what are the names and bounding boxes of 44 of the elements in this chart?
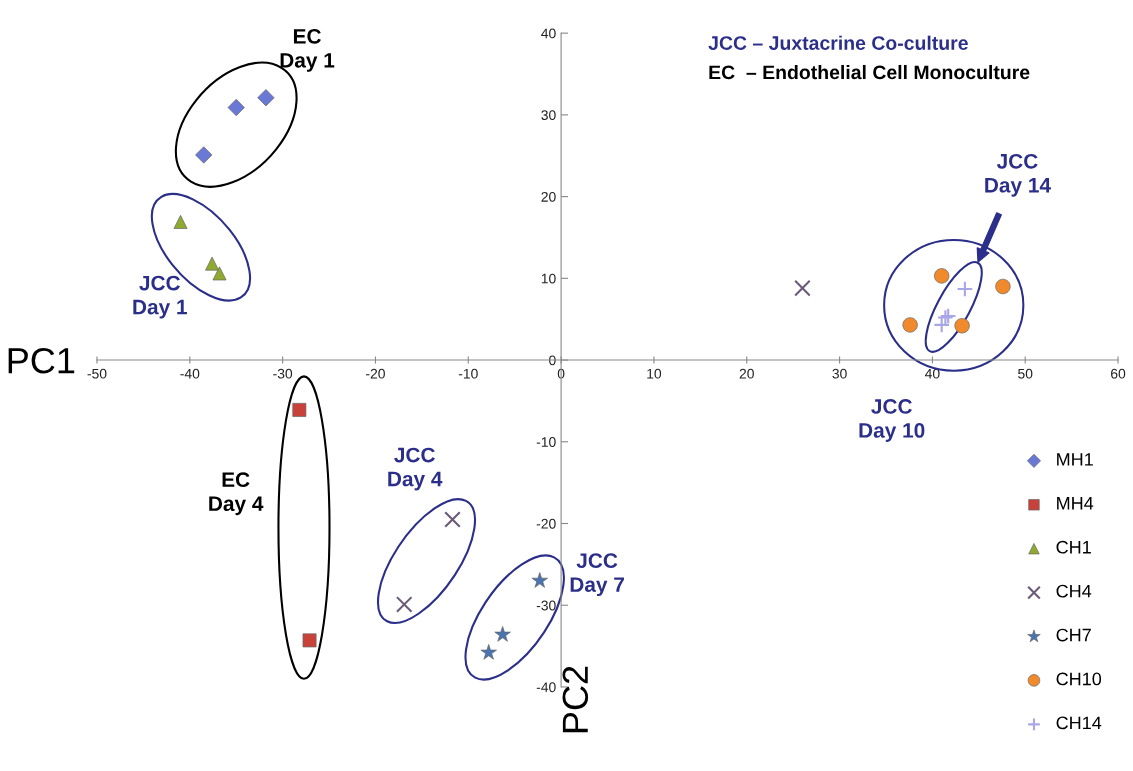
x-tick-label: -30	[273, 368, 293, 379]
legend-label: CH4	[1056, 584, 1092, 598]
y-tick-label: 20	[541, 191, 556, 202]
x-tick-label: -50	[87, 368, 107, 379]
x-tick-label: 60	[1111, 368, 1126, 379]
point	[173, 215, 188, 229]
annotation: JCC Day 14	[985, 153, 1051, 197]
y-tick-label: 10	[541, 273, 556, 284]
x-tick-label: 0	[557, 368, 565, 379]
point	[794, 279, 811, 297]
y-tick-label: -40	[536, 682, 556, 693]
legend-label: CH14	[1056, 716, 1102, 730]
annotation: EC Day 4	[209, 472, 264, 516]
x-tick-label: 30	[832, 368, 847, 379]
x-tick-label: 20	[739, 368, 754, 379]
x-tick-label: -20	[366, 368, 385, 379]
annotation: EC Day 1	[280, 28, 335, 72]
y-axis-title: PC2	[562, 666, 589, 733]
x-tick-label: 50	[1018, 368, 1033, 379]
y-tick-label: -10	[536, 437, 556, 447]
y-tick-label: -30	[536, 600, 556, 611]
x-axis-title: PC1	[8, 347, 75, 374]
y-tick-label: 40	[541, 28, 556, 39]
x-tick-label: -10	[458, 368, 478, 379]
point	[395, 596, 413, 613]
legend-label: MH4	[1057, 497, 1094, 510]
y-tick-label: 30	[541, 110, 556, 121]
y-tick-label: -20	[536, 518, 556, 529]
y-tick-label: 0	[549, 355, 556, 366]
annotation: JCC – Juxtacrine Co-culture	[708, 35, 968, 50]
point	[956, 280, 974, 298]
x-tick-label: 10	[647, 368, 662, 379]
annotation: JCC Day 7	[570, 553, 624, 597]
legend-label: CH10	[1056, 672, 1102, 686]
x-tick-label: 40	[924, 368, 940, 379]
annotation: JCC Day 10	[859, 399, 925, 442]
point	[444, 511, 461, 528]
legend-label: MH1	[1057, 453, 1093, 466]
x-tick-label: -40	[180, 368, 200, 379]
annotation: EC – Endothelial Cell Monoculture	[709, 64, 1030, 80]
annotation: JCC Day 4	[388, 447, 443, 491]
annotation: JCC Day 1	[133, 275, 187, 319]
legend-label: CH1	[1056, 540, 1091, 554]
legend-label: CH7	[1056, 628, 1091, 642]
